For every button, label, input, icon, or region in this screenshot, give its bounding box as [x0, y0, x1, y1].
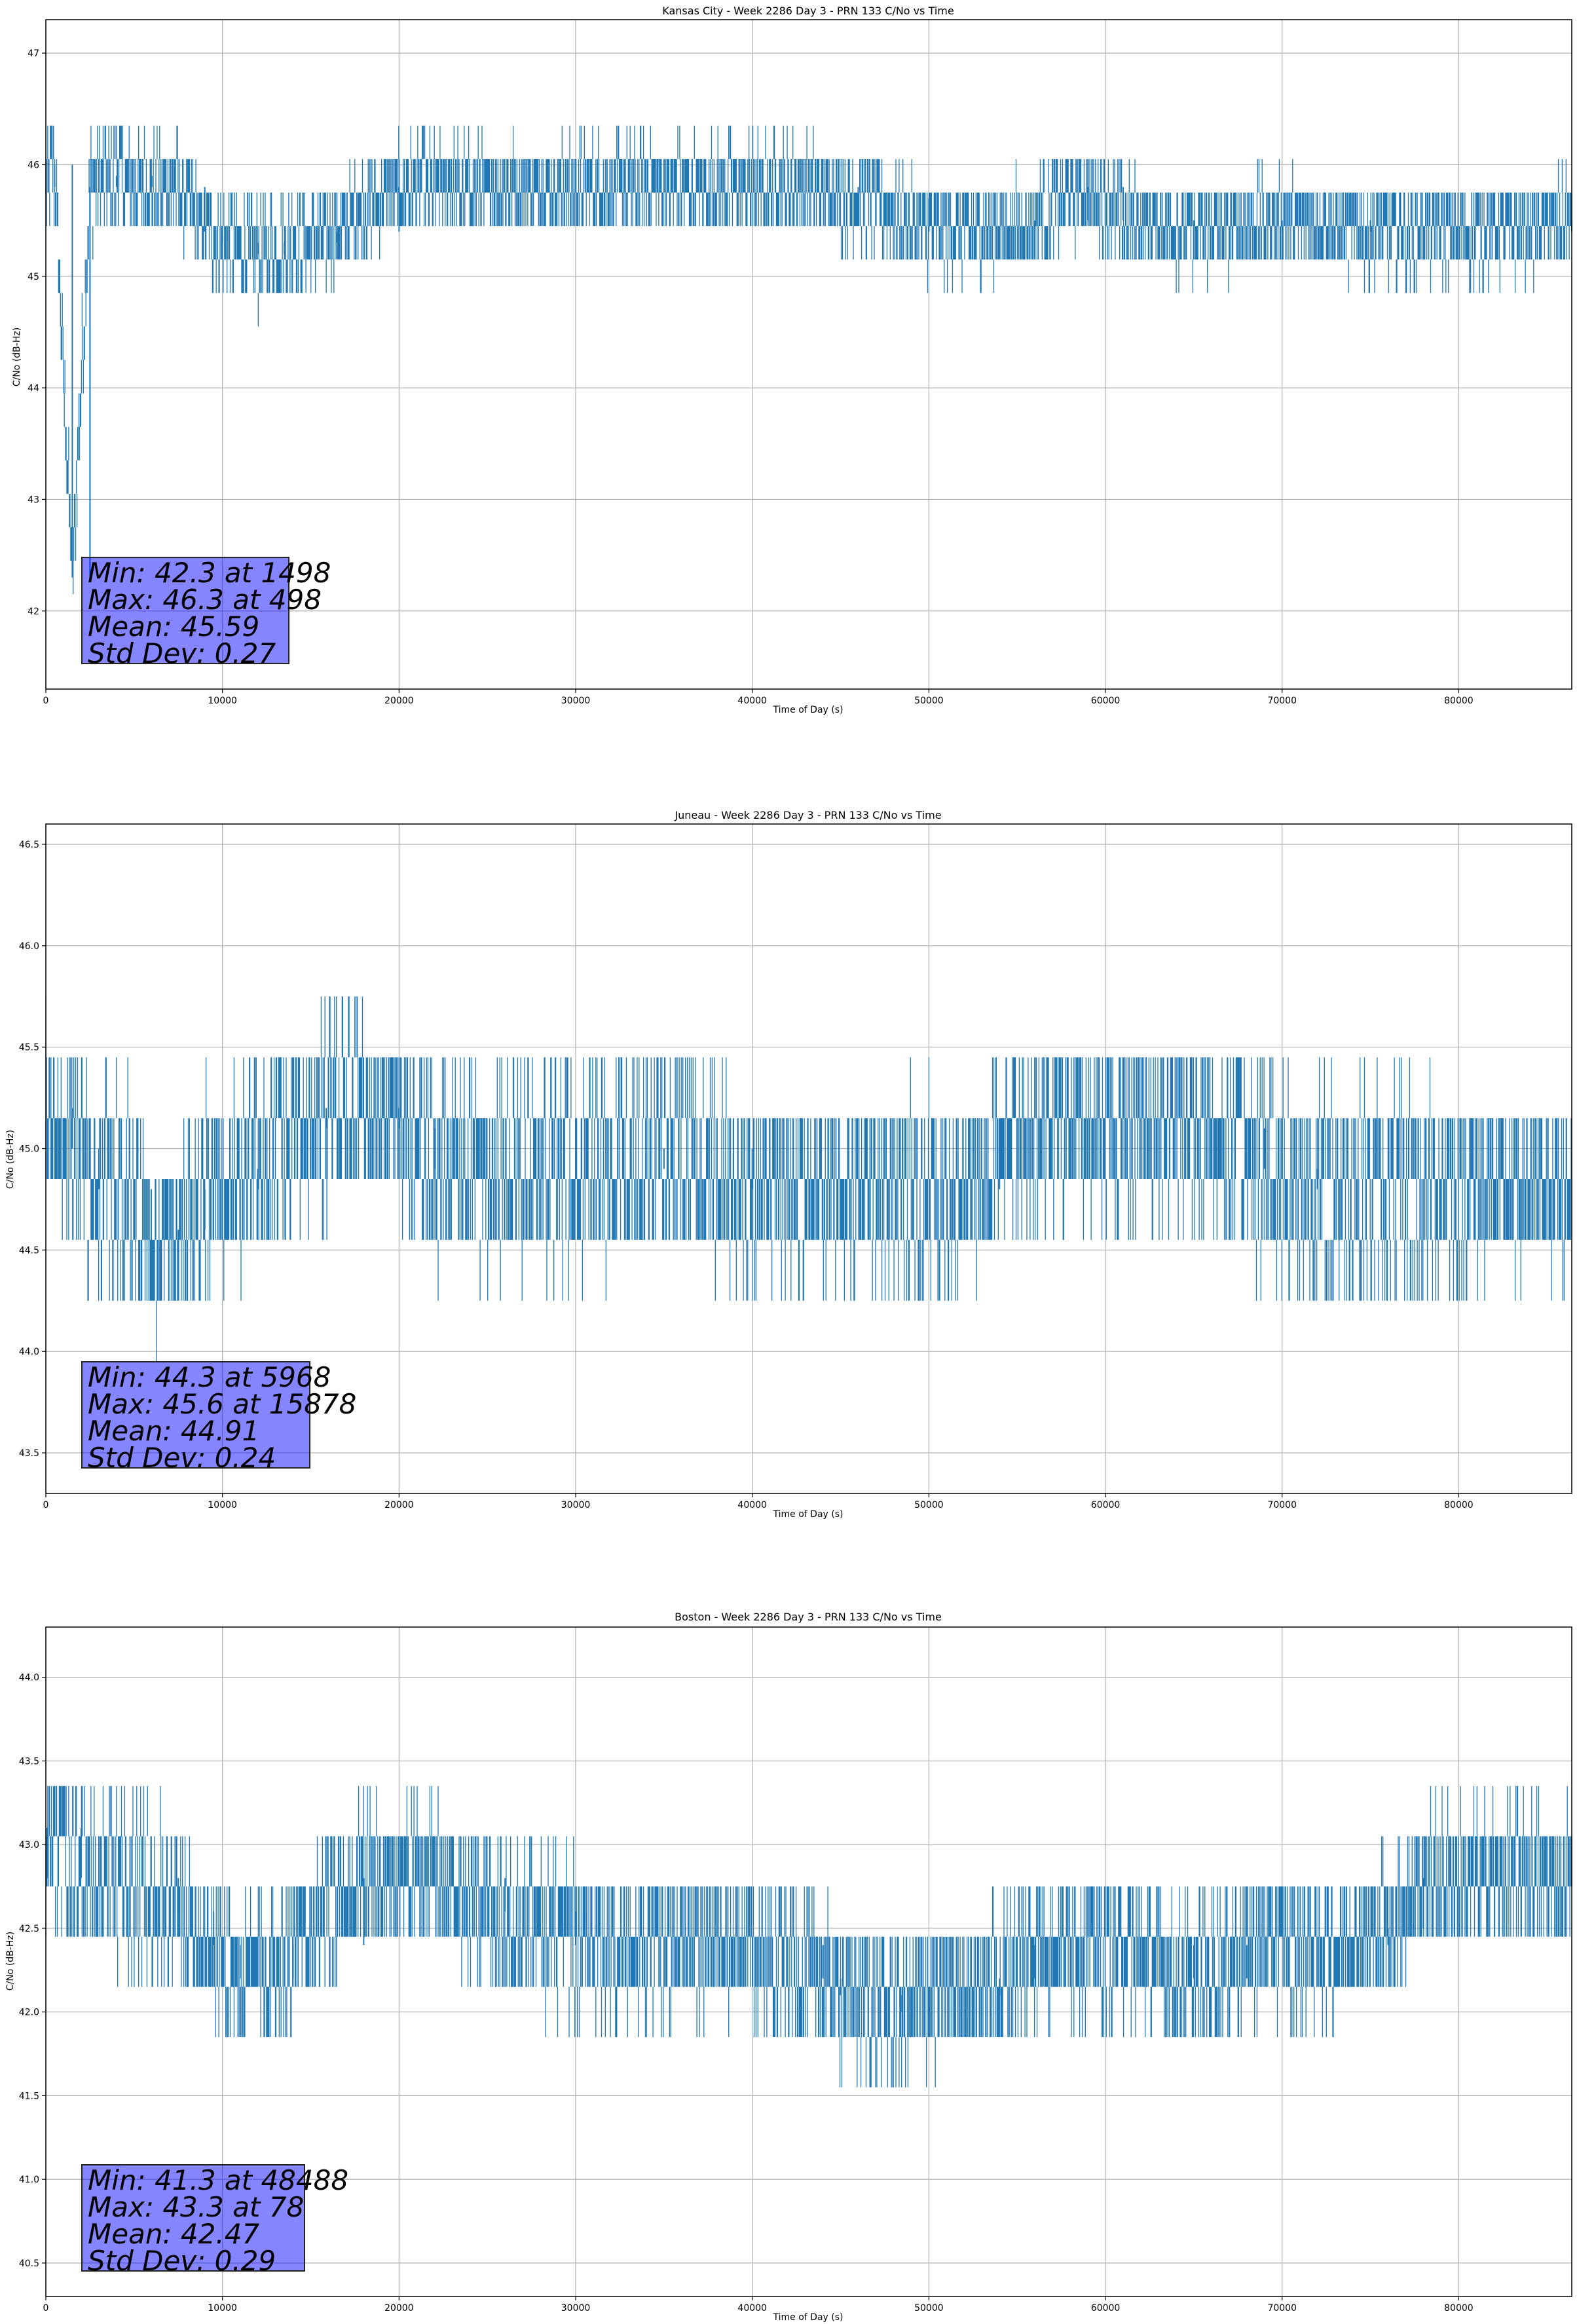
stat-std-dev: Std Dev: 0.27: [88, 637, 276, 669]
stat-max: Max: 46.3 at 498: [88, 584, 322, 616]
x-tick-label: 50000: [914, 696, 944, 706]
series-line: [45, 1786, 1572, 2088]
y-tick-label: 45: [28, 272, 39, 282]
x-axis-label: Time of Day (s): [773, 2312, 844, 2323]
stat-mean: Mean: 45.59: [88, 610, 260, 643]
y-tick-label: 42.0: [19, 2008, 39, 2018]
chart-title: Kansas City - Week 2286 Day 3 - PRN 133 …: [662, 5, 954, 17]
x-axis-label: Time of Day (s): [773, 1509, 844, 1520]
x-tick-label: 40000: [737, 2303, 767, 2314]
y-tick-label: 43: [28, 495, 39, 505]
grid: [45, 824, 1572, 1493]
stat-mean: Mean: 42.47: [88, 2218, 260, 2250]
stat-mean: Mean: 44.91: [88, 1415, 260, 1447]
x-tick-label: 0: [43, 696, 49, 706]
y-tick-label: 40.5: [19, 2258, 39, 2269]
y-tick-label: 41.5: [19, 2091, 39, 2101]
x-tick-label: 20000: [384, 1500, 414, 1510]
chart-title: Juneau - Week 2286 Day 3 - PRN 133 C/No …: [674, 809, 941, 821]
series-line: [45, 996, 1572, 1362]
x-tick-label: 10000: [208, 696, 237, 706]
chart-juneau: Juneau - Week 2286 Day 3 - PRN 133 C/No …: [5, 809, 1572, 1520]
x-tick-label: 10000: [208, 2303, 237, 2314]
chart-kansas-city: Kansas City - Week 2286 Day 3 - PRN 133 …: [12, 5, 1572, 715]
plot-frame: [45, 823, 1572, 1494]
y-tick-label: 44.0: [19, 1347, 39, 1357]
stats-box-boston: Min: 41.3 at 48488 Max: 43.3 at 78 Mean:…: [81, 2164, 349, 2277]
stat-std-dev: Std Dev: 0.29: [88, 2245, 276, 2277]
chart-title: Boston - Week 2286 Day 3 - PRN 133 C/No …: [675, 1611, 942, 1623]
y-tick-label: 47: [28, 48, 39, 59]
x-tick-label: 50000: [914, 1500, 944, 1510]
x-tick-label: 0: [43, 1500, 49, 1510]
plot-frame: [45, 1626, 1572, 2297]
x-tick-label: 10000: [208, 1500, 237, 1510]
y-tick-label: 45.0: [19, 1144, 39, 1155]
y-tick-label: 43.0: [19, 1840, 39, 1850]
stats-box-juneau: Min: 44.3 at 5968 Max: 45.6 at 15878 Mea…: [81, 1361, 357, 1474]
y-tick-label: 43.5: [19, 1448, 39, 1459]
y-tick-label: 43.5: [19, 1756, 39, 1767]
x-tick-label: 20000: [384, 2303, 414, 2314]
chart-boston: Boston - Week 2286 Day 3 - PRN 133 C/No …: [5, 1611, 1572, 2323]
x-tick-label: 70000: [1267, 2303, 1297, 2314]
y-axis-label: C/No (dB-Hz): [5, 1130, 16, 1189]
series-line: [45, 125, 1572, 595]
x-tick-label: 30000: [561, 2303, 591, 2314]
y-tick-label: 46.0: [19, 941, 39, 952]
x-tick-label: 40000: [737, 1500, 767, 1510]
stat-std-dev: Std Dev: 0.24: [88, 1442, 276, 1474]
stat-max: Max: 45.6 at 15878: [88, 1388, 357, 1420]
y-tick-label: 42.5: [19, 1924, 39, 1934]
x-tick-label: 30000: [561, 1500, 591, 1510]
stat-min: Min: 41.3 at 48488: [88, 2164, 349, 2196]
x-tick-label: 80000: [1444, 2303, 1474, 2314]
y-tick-label: 46.5: [19, 840, 39, 850]
y-tick-label: 42: [28, 607, 39, 617]
x-tick-label: 30000: [561, 696, 591, 706]
y-tick-label: 44.0: [19, 1673, 39, 1683]
x-tick-label: 60000: [1091, 696, 1121, 706]
x-tick-label: 70000: [1267, 1500, 1297, 1510]
x-tick-label: 70000: [1267, 696, 1297, 706]
y-tick-label: 45.5: [19, 1043, 39, 1053]
x-tick-label: 80000: [1444, 1500, 1474, 1510]
stats-box-kansas-city: Min: 42.3 at 1498 Max: 46.3 at 498 Mean:…: [81, 557, 331, 669]
stat-max: Max: 43.3 at 78: [88, 2191, 305, 2223]
y-axis-label: C/No (dB-Hz): [5, 1932, 16, 1991]
y-tick-label: 46: [28, 160, 39, 170]
plot-frame: [45, 19, 1572, 690]
y-axis-label: C/No (dB-Hz): [12, 328, 22, 386]
x-tick-label: 80000: [1444, 696, 1474, 706]
x-tick-label: 20000: [384, 696, 414, 706]
x-tick-label: 40000: [737, 696, 767, 706]
x-axis-label: Time of Day (s): [773, 705, 844, 715]
x-tick-label: 50000: [914, 2303, 944, 2314]
y-tick-label: 44.5: [19, 1245, 39, 1256]
stat-min: Min: 42.3 at 1498: [88, 557, 331, 589]
x-tick-label: 0: [43, 2303, 49, 2314]
y-tick-label: 44: [28, 383, 39, 394]
y-tick-label: 41.0: [19, 2175, 39, 2185]
stat-min: Min: 44.3 at 5968: [88, 1361, 331, 1393]
x-tick-label: 60000: [1091, 1500, 1121, 1510]
x-tick-label: 60000: [1091, 2303, 1121, 2314]
